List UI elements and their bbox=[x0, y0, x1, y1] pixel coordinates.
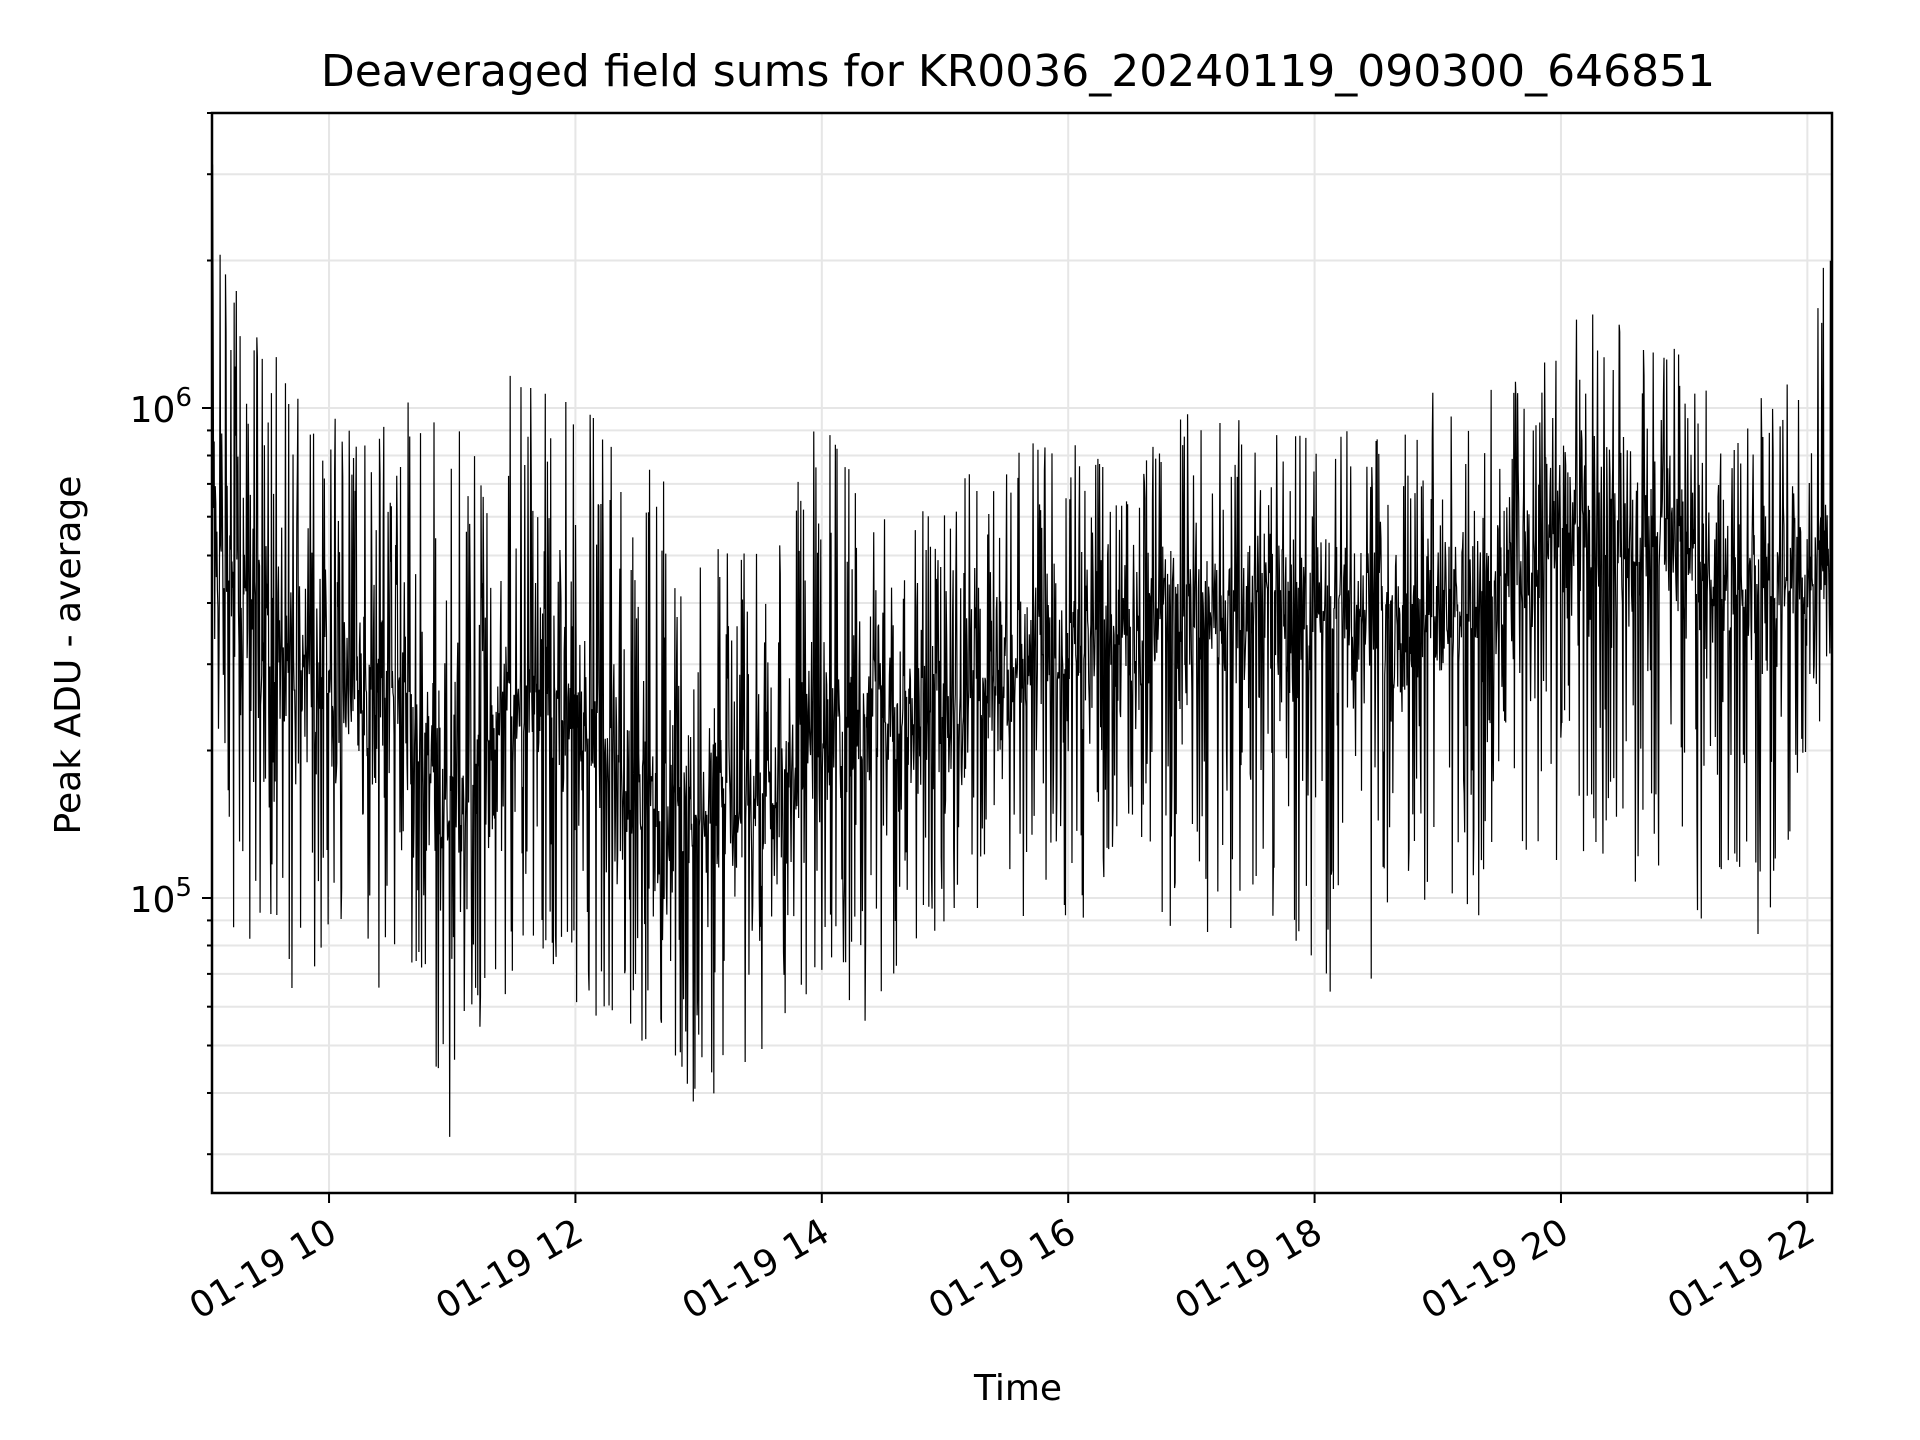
x-axis-label: Time bbox=[973, 1368, 1062, 1409]
y-axis-label: Peak ADU - average bbox=[48, 476, 89, 835]
y-tick-label: 106 bbox=[130, 383, 192, 431]
plot-frame bbox=[210, 111, 1834, 1195]
y-tick-label: 105 bbox=[130, 873, 192, 921]
chart-title: Deaveraged field sums for KR0036_2024011… bbox=[321, 46, 1715, 97]
data-series bbox=[212, 164, 1832, 1137]
series-line bbox=[212, 164, 1832, 1137]
